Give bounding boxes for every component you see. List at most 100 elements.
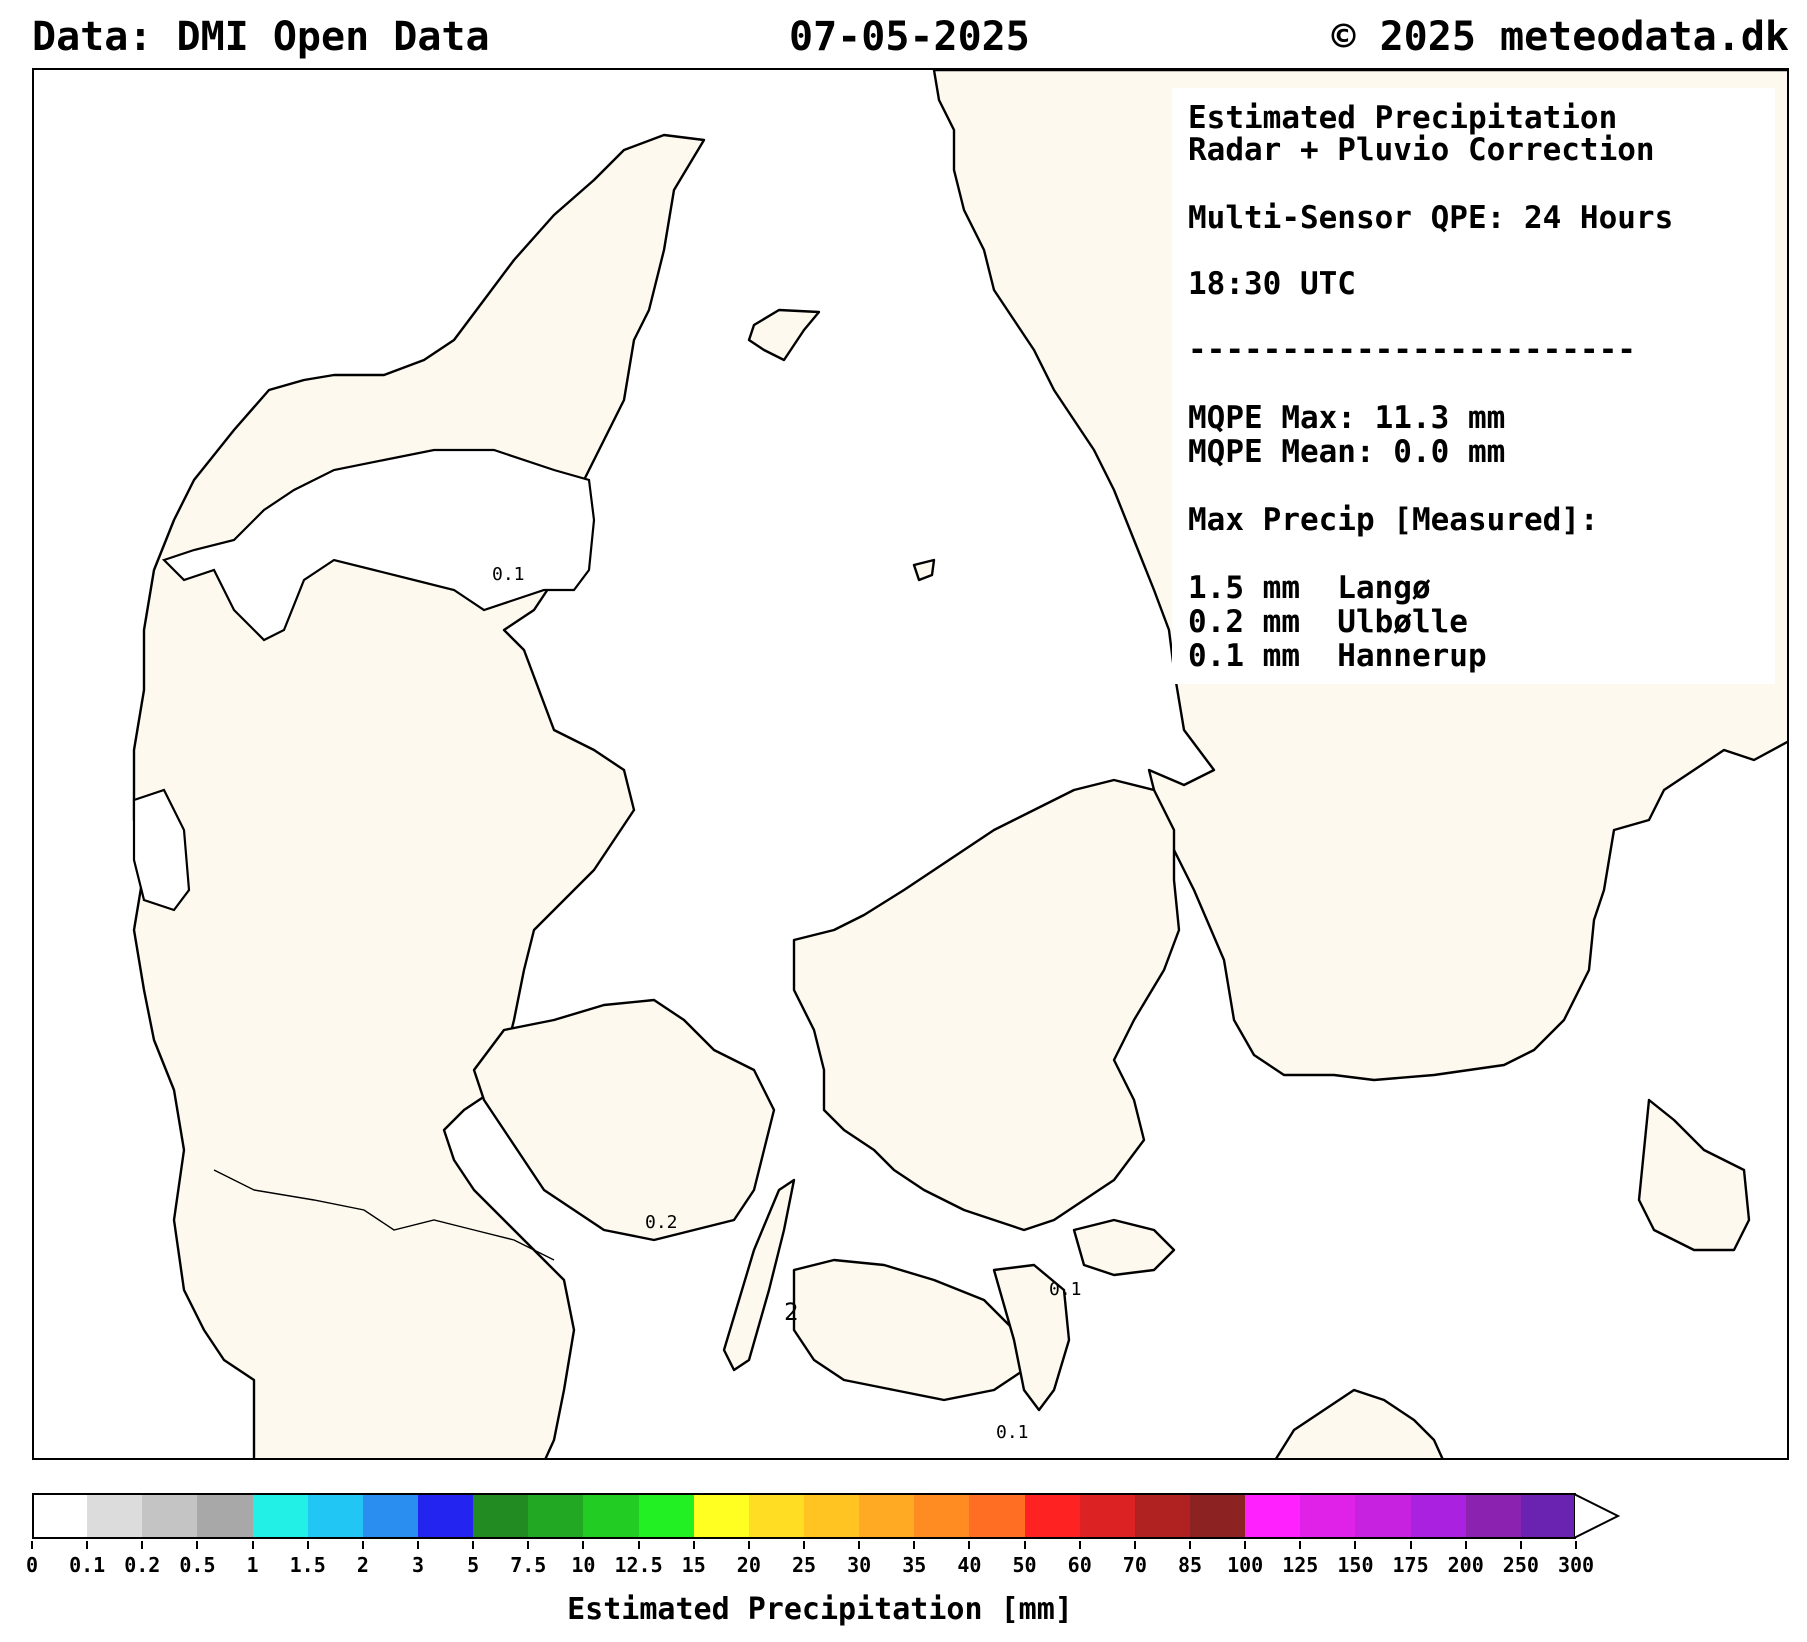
colorbar-tick-label: 1.5	[289, 1553, 326, 1577]
colorbar-tick-label: 20	[736, 1553, 761, 1577]
land-bornholm	[1637, 1098, 1751, 1252]
colorbar-tick	[417, 1541, 419, 1549]
colorbar-tick-label: 85	[1177, 1553, 1203, 1577]
colorbar-segment	[1520, 1493, 1577, 1539]
colorbar-tick-label: 12.5	[614, 1553, 663, 1577]
colorbar-tick	[1299, 1541, 1302, 1549]
colorbar-tick	[361, 1541, 364, 1549]
label-moen: 0.1	[1049, 1279, 1082, 1300]
info-title: Estimated Precipitation	[1188, 100, 1618, 136]
colorbar-segment	[1410, 1493, 1467, 1539]
colorbar-tick	[1354, 1541, 1357, 1549]
colorbar-segment	[1024, 1493, 1081, 1539]
colorbar-segment	[142, 1493, 198, 1539]
colorbar-tick	[1189, 1541, 1191, 1549]
colorbar-segment	[362, 1493, 419, 1539]
ringkobing-fjord	[132, 788, 191, 912]
colorbar-tick-label: 250	[1502, 1553, 1539, 1577]
colorbar-tick	[1409, 1541, 1412, 1549]
colorbar-tick	[1133, 1541, 1136, 1549]
colorbar-label: Estimated Precipitation [mm]	[567, 1592, 1073, 1627]
colorbar-tick-label: 175	[1392, 1553, 1429, 1577]
colorbar-tick-label: 7.5	[510, 1553, 547, 1577]
colorbar-segment	[638, 1493, 695, 1539]
land-lolland	[792, 1258, 1026, 1402]
colorbar-segment	[197, 1493, 254, 1539]
copyright-label: © 2025 meteodata.dk	[1331, 14, 1789, 60]
info-mqpe-max: MQPE Max: 11.3 mm	[1188, 400, 1506, 436]
colorbar-tick-label: 40	[957, 1553, 982, 1577]
colorbar-tick-label: 300	[1557, 1553, 1595, 1577]
colorbar-tick-label: 200	[1447, 1553, 1484, 1577]
land-anholt	[747, 308, 821, 362]
colorbar-tick-label: 15	[681, 1553, 706, 1577]
colorbar-tick-label: 60	[1067, 1553, 1092, 1577]
precipitation-map: 0.1 0.2 2 0.1 0.1 Estimated Precipitatio…	[32, 68, 1789, 1460]
colorbar-segment	[252, 1493, 309, 1539]
colorbar-tick	[913, 1541, 916, 1549]
label-lolland: 2	[784, 1298, 798, 1326]
colorbar-tick-label: 150	[1337, 1553, 1374, 1577]
date-label: 07-05-2025	[789, 14, 1030, 60]
colorbar-segment	[583, 1493, 640, 1539]
colorbar-tick	[1078, 1541, 1081, 1549]
land-moen	[1072, 1218, 1176, 1277]
colorbar-tick	[141, 1541, 144, 1549]
land-langeland	[722, 1178, 796, 1372]
colorbar-segment	[307, 1493, 364, 1539]
colorbar-segment	[859, 1493, 915, 1539]
colorbar-tick-label: 2	[356, 1553, 369, 1577]
colorbar-tick	[968, 1541, 971, 1549]
land-falster	[992, 1263, 1071, 1412]
colorbar-tick	[858, 1541, 861, 1549]
colorbar-segment	[914, 1493, 970, 1539]
label-limfjord: 0.1	[492, 564, 525, 585]
colorbar-tick-label: 3	[411, 1553, 425, 1577]
land-small-island	[912, 558, 936, 582]
map-value-labels: 0.1 0.2 2 0.1 0.1	[492, 564, 1082, 1443]
colorbar-segment	[528, 1493, 584, 1539]
colorbar-tick-label: 30	[847, 1553, 872, 1577]
colorbar-tick	[1244, 1541, 1247, 1549]
colorbar-segment	[748, 1493, 805, 1539]
colorbar-tick	[1575, 1541, 1577, 1549]
info-qpe-duration: Multi-Sensor QPE: 24 Hours	[1188, 200, 1674, 236]
colorbar-segment	[473, 1493, 529, 1539]
colorbar-segment	[804, 1493, 860, 1539]
colorbar-segment	[1190, 1493, 1246, 1539]
colorbar-segment	[1355, 1493, 1412, 1539]
colorbar-tick-label: 0.5	[179, 1553, 216, 1577]
colorbar-tick	[1023, 1541, 1026, 1549]
colorbar-extend-arrow	[1574, 1493, 1621, 1540]
colorbar-tick	[803, 1541, 805, 1549]
colorbar-tick-label: 100	[1227, 1553, 1264, 1577]
colorbar-tick	[86, 1541, 89, 1549]
colorbar-segment	[1300, 1493, 1356, 1539]
info-box: Estimated Precipitation Radar + Pluvio C…	[1172, 88, 1775, 684]
colorbar-tick-label: 10	[571, 1553, 596, 1577]
colorbar-segment	[1245, 1493, 1301, 1539]
info-station-1: 1.5 mm Langø	[1188, 570, 1431, 606]
land-zealand	[792, 778, 1181, 1232]
colorbar-tick-label: 70	[1122, 1553, 1147, 1577]
colorbar-segment	[1465, 1493, 1522, 1539]
land-jutland	[132, 133, 706, 1458]
info-station-3: 0.1 mm Hannerup	[1188, 638, 1487, 674]
border-line	[213, 1169, 555, 1261]
colorbar-tick	[692, 1541, 695, 1549]
colorbar-tick	[582, 1541, 585, 1549]
colorbar-tick	[527, 1541, 530, 1549]
info-subtitle: Radar + Pluvio Correction	[1188, 132, 1655, 168]
colorbar-segment	[87, 1493, 143, 1539]
colorbar-tick	[1464, 1541, 1467, 1549]
land-germany-coast	[1275, 1388, 1444, 1458]
colorbar-tick	[747, 1541, 750, 1549]
colorbar-segment	[418, 1493, 474, 1539]
land-fyn	[472, 998, 776, 1242]
colorbar-tick	[472, 1541, 475, 1549]
colorbar-tick-label: 5	[467, 1553, 480, 1577]
colorbar-segment	[1079, 1493, 1136, 1539]
colorbar-segment	[32, 1493, 88, 1539]
info-divider: ------------------------	[1188, 332, 1636, 368]
colorbar-segment	[969, 1493, 1026, 1539]
